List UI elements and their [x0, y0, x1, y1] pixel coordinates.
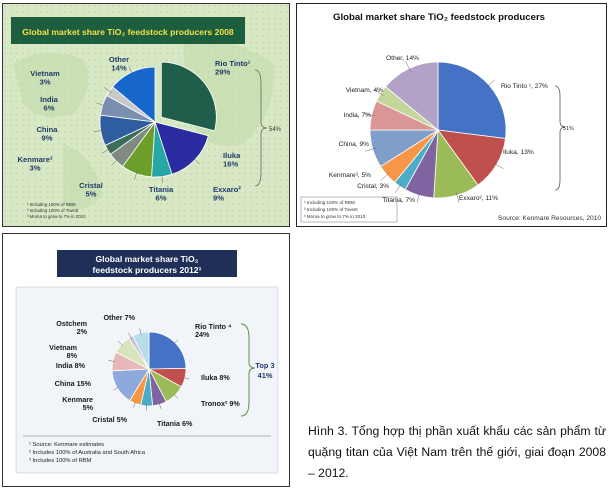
- leader-line: [455, 191, 460, 204]
- chart-2010-slices: [369, 61, 507, 199]
- chart-2012-footnote: ² Includes 100% of Australia and South A…: [29, 450, 146, 456]
- leader-line: [416, 191, 421, 204]
- leader-line: [161, 173, 163, 184]
- chart-2010-panel: Global market share TiO₂ feedstock produ…: [296, 3, 607, 227]
- slice-label: Rio Tinto ¹, 27%: [501, 83, 548, 90]
- leader-line: [158, 402, 162, 409]
- leader-line: [173, 339, 179, 345]
- chart-2008-svg: Global market share TiO₂ feedstock produ…: [3, 4, 289, 226]
- leader-line: [103, 87, 112, 93]
- slice-label: Cristal, 3%: [357, 183, 389, 190]
- leader-line: [196, 84, 204, 91]
- pie-slice-rio-tinto: [437, 61, 507, 139]
- slice-label: Kenmare 5%: [62, 395, 93, 412]
- leader-line: [117, 341, 123, 346]
- slice-label: Titania 6%: [157, 419, 193, 428]
- chart-2008-footnote: ¹ Including 100% of RBM: [27, 202, 76, 207]
- slice-label: India 6%: [40, 95, 58, 113]
- leader-line: [128, 66, 133, 75]
- slice-label: Other 14%: [109, 55, 129, 73]
- slice-label: Exxaro², 11%: [459, 195, 498, 202]
- chart-2010-title: Global market share TiO₂ feedstock produ…: [333, 12, 545, 23]
- slice-label: India, 7%: [344, 112, 372, 119]
- slice-label: China 9%: [36, 125, 58, 143]
- chart-2010-footnote: ¹ Including 100% of RBM: [304, 200, 355, 205]
- leader-line: [405, 60, 411, 72]
- leader-line: [493, 162, 504, 169]
- chart-2010-source: Source: Kenmare Resources, 2010: [498, 215, 601, 222]
- chart-2012-svg: Global market share TiO₂ feedstock produ…: [15, 250, 279, 474]
- slice-label: Ostchem 2%: [56, 319, 87, 336]
- leader-line: [133, 401, 136, 408]
- chart-2012-panel: Global market share TiO₂ feedstock produ…: [2, 233, 290, 487]
- chart-2008-footnote: ² Including 100% of Tiwest: [27, 208, 79, 213]
- slice-label: Other 7%: [103, 313, 135, 322]
- leader-line: [108, 360, 115, 362]
- leader-line: [183, 377, 190, 380]
- leader-line: [96, 102, 106, 107]
- chart-2012-bracket-value: 41%: [258, 371, 273, 380]
- chart-2012-footnote: ³ Includes 100% of RBM: [29, 458, 92, 464]
- leader-line: [363, 113, 376, 117]
- chart-2010-footnote-box: [300, 196, 398, 223]
- chart-2008-footnote: ³ Moma to grow to 7% in 2010: [27, 214, 86, 219]
- chart-2012-slices: [111, 331, 187, 407]
- slice-label: Vietnam, 4%: [346, 87, 383, 94]
- slice-label: Kenmare³, 5%: [329, 172, 371, 179]
- leader-line: [94, 129, 104, 132]
- leader-line: [486, 79, 496, 88]
- chart-2008-labels: Rio Tinto¹ 29% Iluka 16% Titania 6% Exxaro² 9% C…: [17, 55, 250, 203]
- chart-2012-bracket-label: Top 3: [255, 361, 274, 370]
- pie-slice-rio-tinto: [160, 61, 217, 132]
- slice-label: China 15%: [55, 379, 92, 388]
- chart-2010-bracket-label: 51%: [563, 126, 574, 132]
- chart-2008-bracket: [254, 69, 268, 187]
- chart-2008-bracket-label: 54%: [269, 127, 282, 133]
- chart-2012-bracket: [240, 323, 256, 417]
- chart-2010-footnote: ² Including 100% of Tiwest: [304, 207, 358, 212]
- chart-2008-title: Global market share TiO₂ feedstock produ…: [22, 27, 234, 37]
- slice-label: Tronox² 9%: [201, 399, 240, 408]
- leader-line: [101, 148, 111, 154]
- leader-line: [111, 158, 119, 166]
- slice-label: Iluka 8%: [201, 373, 230, 382]
- chart-2010-labels: Rio Tinto ¹, 27% Iluka, 13% Exxaro², 11% Ti…: [329, 55, 548, 204]
- chart-2012-title: Global market share TiO₂: [95, 254, 198, 264]
- slice-label: Rio Tinto ⁴ 24%: [195, 322, 232, 339]
- chart-2010-bracket: [554, 85, 566, 191]
- figure-caption: Hình 3. Tổng hợp thị phần xuất khẩu các …: [308, 424, 606, 480]
- slice-label: Vietnam 3%: [30, 69, 60, 87]
- chart-2012-labels: Rio Tinto ⁴ 24% Iluka 8% Tronox² 9% Titania …: [49, 313, 240, 428]
- slice-label: Rio Tinto¹ 29%: [215, 59, 251, 77]
- chart-2012-footnote: ¹ Source: Kenmare estimates: [29, 442, 104, 448]
- leader-line: [113, 386, 119, 391]
- leader-line: [128, 332, 132, 339]
- leader-line: [373, 88, 384, 96]
- slice-label: Cristal 5%: [79, 181, 103, 199]
- slice-label: Titania, 7%: [382, 197, 415, 204]
- chart-2008-panel: Global market share TiO₂ feedstock produ…: [2, 3, 290, 227]
- slice-label: Iluka 16%: [223, 151, 241, 169]
- slice-label: Kenmare³ 3%: [17, 155, 52, 173]
- chart-2008-title-bar: [11, 17, 245, 44]
- chart-2010-footnote: ³ Moma to grow to 7% in 2010: [304, 214, 366, 219]
- leader-line: [380, 172, 390, 181]
- slice-label: Cristal 5%: [92, 415, 127, 424]
- slice-label: China, 9%: [339, 141, 370, 148]
- chart-2012-title-line2: feedstock producers 2012¹: [93, 265, 202, 275]
- leader-line: [173, 393, 179, 399]
- slice-label: Other, 14%: [386, 55, 419, 62]
- slice-label: Exxaro² 9%: [213, 185, 241, 203]
- leader-line: [139, 328, 142, 335]
- leader-line: [133, 171, 138, 181]
- chart-2010-svg: Global market share TiO₂ feedstock produ…: [300, 12, 601, 223]
- leader-line: [364, 147, 377, 152]
- slice-label: Iluka, 13%: [503, 149, 534, 156]
- slice-label: Titania 6%: [149, 185, 174, 203]
- leader-line: [394, 183, 402, 194]
- slice-label: India 8%: [56, 361, 86, 370]
- slice-label: Vietnam 8%: [49, 343, 77, 360]
- chart-2012-title-bar: [57, 250, 237, 277]
- leader-line: [192, 157, 201, 165]
